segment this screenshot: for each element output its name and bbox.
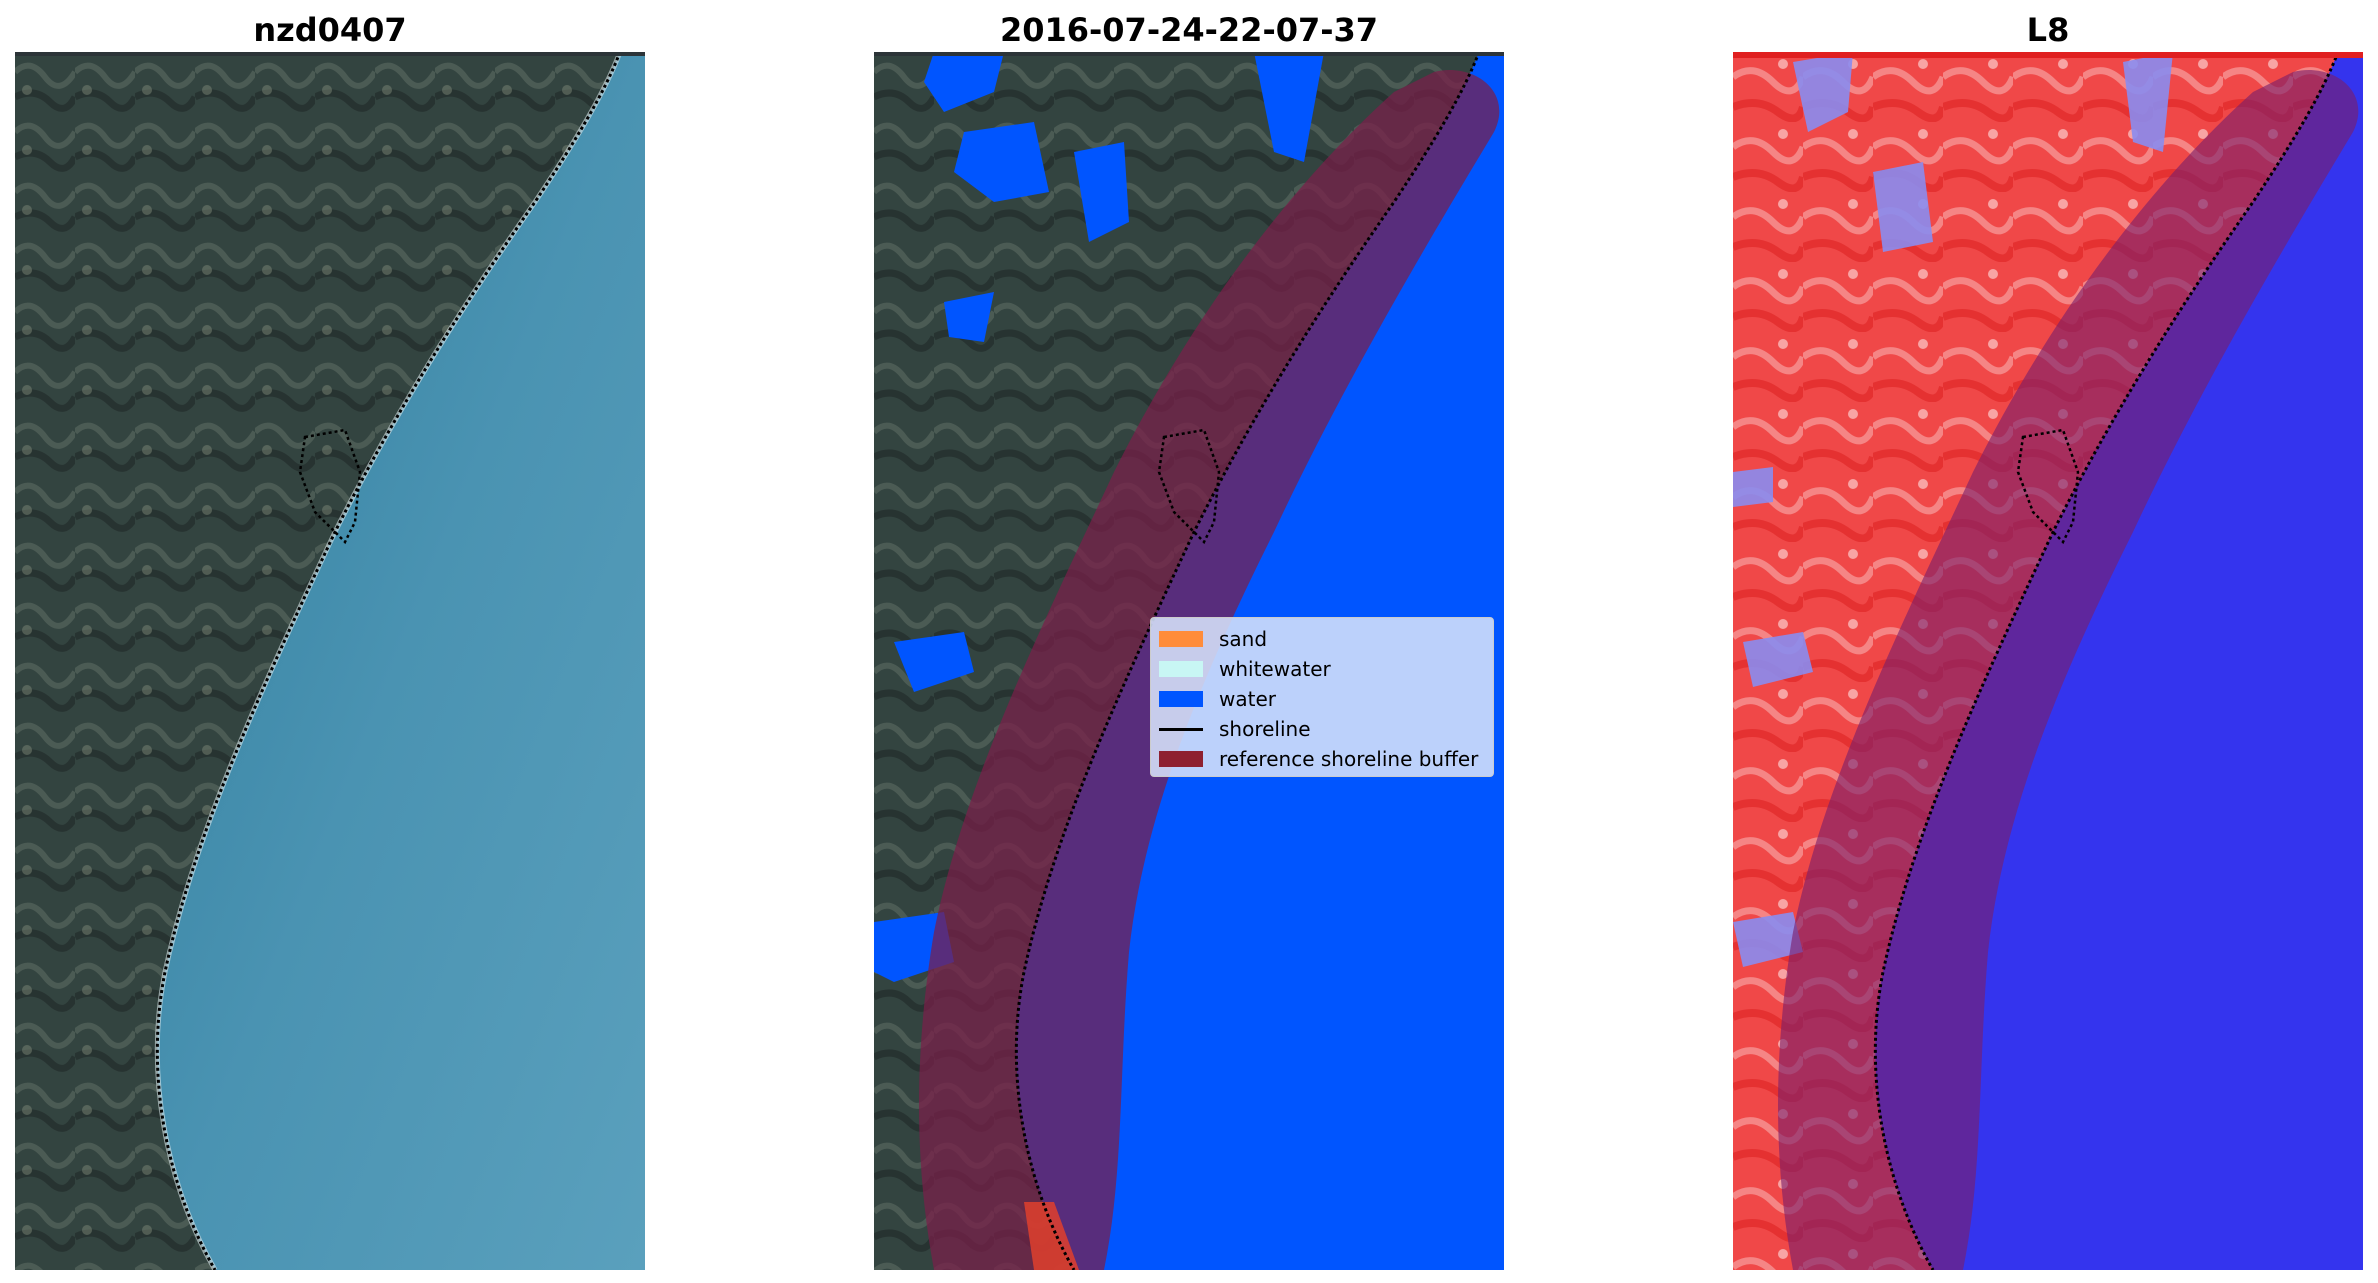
- legend-label-buffer: reference shoreline buffer: [1219, 747, 1479, 771]
- legend-item-buffer: reference shoreline buffer: [1159, 744, 1485, 774]
- legend-swatch-buffer: [1159, 751, 1203, 767]
- panel-title-rgb: nzd0407: [253, 11, 407, 49]
- legend-item-sand: sand: [1159, 624, 1485, 654]
- legend-swatch-water: [1159, 691, 1203, 707]
- panel-rgb: nzd0407: [15, 0, 645, 1283]
- legend-label-shoreline: shoreline: [1219, 717, 1311, 741]
- legend-item-shoreline: shoreline: [1159, 714, 1485, 744]
- rgb-satellite-image: [15, 52, 645, 1270]
- legend-swatch-sand: [1159, 631, 1203, 647]
- legend-item-water: water: [1159, 684, 1485, 714]
- panel-classified: 2016-07-24-22-07-37: [874, 0, 1504, 1283]
- legend-label-whitewater: whitewater: [1219, 657, 1331, 681]
- panel-index: L8: [1733, 0, 2363, 1283]
- legend: sand whitewater water shoreline referenc…: [1150, 617, 1494, 777]
- panel-title-index: L8: [2026, 11, 2070, 49]
- legend-item-whitewater: whitewater: [1159, 654, 1485, 684]
- index-image: [1733, 52, 2363, 1270]
- legend-swatch-whitewater: [1159, 661, 1203, 677]
- panel-title-classified: 2016-07-24-22-07-37: [999, 11, 1379, 49]
- legend-label-sand: sand: [1219, 627, 1268, 651]
- legend-line-shoreline: [1159, 727, 1203, 731]
- legend-label-water: water: [1219, 687, 1276, 711]
